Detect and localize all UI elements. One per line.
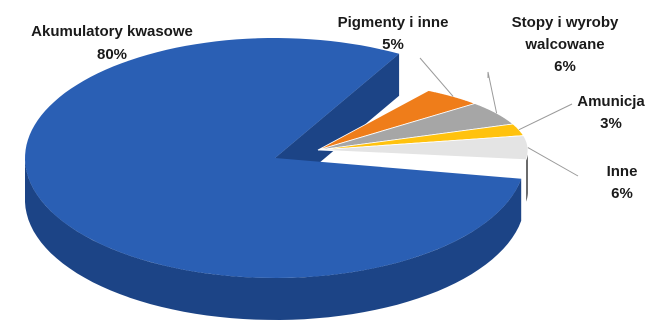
leader-pigmenty <box>419 57 454 97</box>
slice-akumulatory-side <box>25 160 522 320</box>
leader-stopy <box>487 71 498 114</box>
leader-inne <box>527 147 579 177</box>
label-akumulatory-name: Akumulatory kwasowe <box>31 23 193 40</box>
slice-akumulatory <box>25 38 522 278</box>
slices-layer <box>25 38 529 320</box>
leader-amunicja <box>518 103 573 131</box>
label-inne-name: Inne <box>607 163 638 180</box>
label-stopy-name-line1: Stopy i wyroby <box>512 14 619 31</box>
label-akumulatory-value: 80% <box>97 46 127 63</box>
slice-side-4 <box>526 150 528 202</box>
label-stopy-name-line2: walcowane <box>524 36 604 53</box>
label-pigmenty-name: Pigmenty i inne <box>338 14 449 31</box>
label-amunicja-value: 3% <box>600 115 622 132</box>
label-inne-value: 6% <box>611 185 633 202</box>
label-pigmenty-value: 5% <box>382 36 404 53</box>
label-stopy-value: 6% <box>554 58 576 75</box>
label-amunicja-name: Amunicja <box>577 93 645 110</box>
leader-lines <box>419 57 579 177</box>
